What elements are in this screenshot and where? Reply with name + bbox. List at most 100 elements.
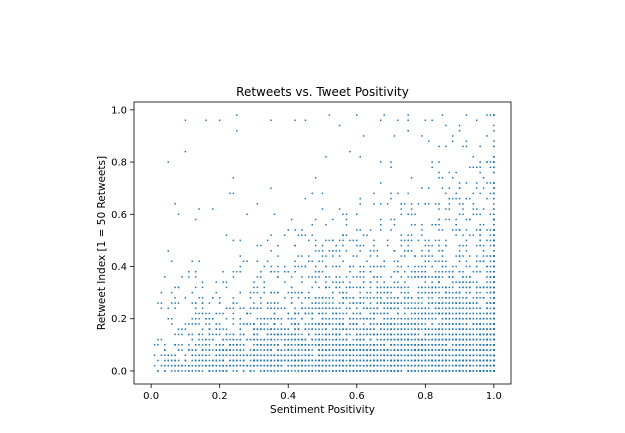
scatter-point <box>164 370 166 372</box>
scatter-point <box>356 328 358 330</box>
scatter-point <box>458 364 461 367</box>
scatter-point <box>393 297 396 299</box>
scatter-point <box>294 260 296 263</box>
scatter-point <box>390 161 392 163</box>
scatter-point <box>345 307 348 310</box>
scatter-point <box>410 208 413 210</box>
scatter-point <box>177 333 180 336</box>
scatter-point <box>400 265 403 268</box>
scatter-point <box>407 344 409 346</box>
scatter-point <box>397 338 399 341</box>
scatter-point <box>218 328 221 330</box>
scatter-point <box>177 286 180 289</box>
scatter-point <box>290 276 293 278</box>
scatter-point <box>386 323 389 325</box>
scatter-point <box>256 349 259 351</box>
scatter-point <box>349 359 351 362</box>
scatter-point <box>407 213 409 216</box>
scatter-point <box>448 354 451 357</box>
scatter-point <box>489 354 492 357</box>
scatter-point <box>304 307 307 310</box>
scatter-point <box>270 307 272 310</box>
scatter-point <box>332 255 334 257</box>
scatter-point <box>448 370 451 372</box>
scatter-point <box>472 203 475 205</box>
scatter-point <box>438 145 440 148</box>
scatter-point <box>407 276 409 278</box>
scatter-point <box>458 286 461 289</box>
scatter-point <box>465 359 468 362</box>
scatter-point <box>369 344 372 346</box>
scatter-point <box>191 338 194 341</box>
scatter-point <box>249 349 252 351</box>
scatter-point <box>489 244 492 247</box>
scatter-point <box>489 328 492 330</box>
scatter-point <box>188 344 190 346</box>
scatter-point <box>455 328 457 330</box>
scatter-point <box>469 166 471 169</box>
scatter-point <box>376 364 379 367</box>
scatter-point <box>482 323 485 325</box>
scatter-point <box>448 286 451 289</box>
scatter-point <box>342 359 344 362</box>
scatter-point <box>208 328 211 330</box>
scatter-point <box>390 328 392 330</box>
scatter-point <box>469 197 471 200</box>
scatter-point <box>407 307 409 310</box>
scatter-point <box>431 119 433 122</box>
scatter-point <box>157 370 159 372</box>
scatter-point <box>177 344 180 346</box>
scatter-point <box>469 328 471 330</box>
scatter-point <box>455 229 457 231</box>
scatter-point <box>410 223 413 226</box>
scatter-point <box>431 166 433 169</box>
scatter-point <box>393 135 396 137</box>
scatter-point <box>472 270 475 273</box>
scatter-point <box>373 323 375 325</box>
scatter-point <box>407 234 409 236</box>
scatter-point <box>373 276 375 278</box>
scatter-point <box>424 317 427 320</box>
scatter-point <box>445 260 447 263</box>
scatter-point <box>266 323 269 325</box>
scatter-point <box>386 364 389 367</box>
scatter-point <box>256 333 259 336</box>
scatter-point <box>287 344 289 346</box>
scatter-point <box>246 312 248 315</box>
scatter-point <box>198 333 200 336</box>
scatter-point <box>249 312 252 315</box>
scatter-point <box>338 338 341 341</box>
scatter-point <box>410 328 413 330</box>
scatter-point <box>342 328 344 330</box>
scatter-point <box>469 370 471 372</box>
scatter-point <box>215 333 217 336</box>
scatter-point <box>225 349 228 351</box>
scatter-point <box>170 364 173 367</box>
scatter-point <box>328 338 331 341</box>
scatter-point <box>451 281 454 283</box>
scatter-point <box>345 250 348 252</box>
scatter-point <box>170 370 173 372</box>
scatter-point <box>472 302 475 304</box>
scatter-point <box>472 359 475 362</box>
scatter-point <box>489 276 492 278</box>
scatter-point <box>397 297 399 299</box>
scatter-point <box>424 312 427 315</box>
scatter-point <box>253 307 255 310</box>
scatter-point <box>472 192 475 195</box>
scatter-point <box>167 250 170 252</box>
scatter-point <box>376 344 379 346</box>
scatter-point <box>225 317 228 320</box>
scatter-point <box>318 354 320 357</box>
scatter-point <box>475 182 478 184</box>
scatter-point <box>448 197 451 200</box>
scatter-point <box>441 270 444 273</box>
scatter-point <box>304 349 307 351</box>
scatter-point <box>462 370 464 372</box>
scatter-point <box>325 281 327 283</box>
scatter-point <box>434 344 437 346</box>
scatter-point <box>194 323 197 325</box>
scatter-point <box>270 291 272 294</box>
scatter-point <box>229 333 231 336</box>
scatter-point <box>417 333 420 336</box>
